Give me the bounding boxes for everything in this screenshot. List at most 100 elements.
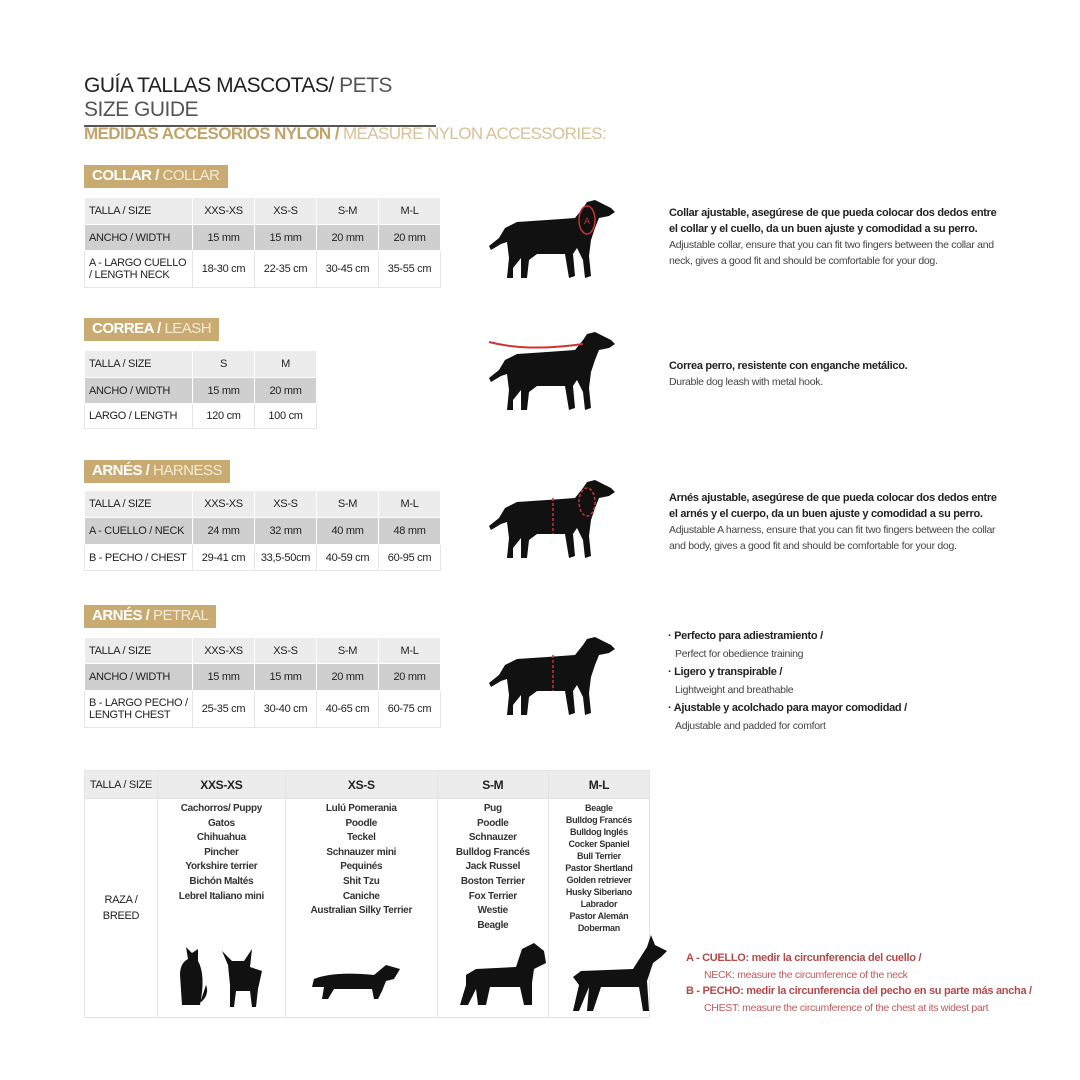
breed-item: Yorkshire terrier	[185, 861, 258, 873]
breed-item: Bull Terrier	[577, 851, 621, 861]
table-row: TALLA / SIZE XXS-XS XS-S S-M M-L	[84, 490, 441, 518]
table-cell: A - CUELLO / NECK	[84, 517, 193, 545]
table-cell: TALLA / SIZE	[84, 490, 193, 518]
breed-item: Chihuahua	[196, 832, 246, 844]
breed-item: Cachorros/ Puppy	[180, 803, 263, 814]
table-cell: 20 mm	[378, 663, 441, 691]
table-row: ANCHO / WIDTH 15 mm 15 mm 20 mm 20 mm	[84, 224, 441, 251]
table-cell: 15 mm	[192, 224, 255, 251]
dog-collar-icon-wrap: A	[487, 198, 621, 289]
breed-list-xxs-xs: Cachorros/ Puppy Gatos Chihuahua Pincher Yor…	[157, 798, 286, 1018]
harness-section-tag: ARNÉS / HARNESS	[84, 460, 231, 483]
breed-label: RAZA / BREED	[84, 798, 158, 1018]
table-cell: S	[192, 350, 255, 378]
breed-item: Schnauzer	[468, 832, 517, 844]
petral-features: · Perfecto para adiestramiento / Perfect …	[668, 630, 907, 732]
doberman-icon	[572, 935, 667, 1011]
breed-item: Pequinés	[340, 861, 383, 873]
table-cell: S-M	[316, 197, 379, 225]
leash-size-table: TALLA / SIZE S M ANCHO / WIDTH 15 mm 20 mm LAR…	[84, 350, 317, 429]
breed-item: Pastor Alemán	[569, 911, 629, 921]
table-cell: 24 mm	[192, 517, 255, 545]
schnauzer-icon	[459, 943, 546, 1005]
table-row: TALLA / SIZE XXS-XS XS-S S-M M-L	[84, 637, 441, 664]
table-cell: 25-35 cm	[192, 690, 255, 728]
breed-item: Australian Silky Terrier	[310, 905, 413, 917]
breed-item: Poodle	[477, 817, 509, 829]
table-row: B - LARGO PECHO / LENGTH CHEST 25-35 cm 30…	[84, 690, 441, 728]
breed-size-table: TALLA / SIZE XXS-XS XS-S S-M M-L RAZA / …	[84, 770, 667, 1018]
breed-item: Gatos	[207, 817, 235, 829]
breed-list-xs-s: Lulú Pomerania Poodle Teckel Schnauzer mini…	[284, 798, 438, 1018]
leash-description: Correa perro, resistente con enganche me…	[669, 360, 908, 388]
table-cell: 20 mm	[316, 663, 379, 691]
breed-row: RAZA / BREED Cachorros/ Puppy Gatos Chihua…	[84, 798, 667, 1018]
breed-item: Labrador	[580, 899, 618, 909]
breed-item: Shit Tzu	[343, 875, 380, 887]
collar-description: Collar ajustable, asegúrese de que pueda…	[669, 207, 997, 267]
table-row: TALLA / SIZE XXS-XS XS-S S-M M-L	[84, 197, 441, 225]
table-cell: 48 mm	[378, 517, 441, 545]
table-cell: 20 mm	[254, 377, 317, 404]
table-cell: A - LARGO CUELLO / LENGTH NECK	[84, 250, 193, 288]
dog-leash-icon-wrap	[487, 330, 621, 421]
collar-section-tag: COLLAR / COLLAR	[84, 165, 228, 188]
table-cell: S-M	[316, 637, 379, 664]
table-cell: 15 mm	[254, 224, 317, 251]
table-row: LARGO / LENGTH 120 cm 100 cm	[84, 403, 317, 429]
table-cell: TALLA / SIZE	[84, 197, 193, 225]
petral-size-table: TALLA / SIZE XXS-XS XS-S S-M M-L ANCHO / WIDT…	[84, 637, 441, 728]
dachshund-icon	[311, 965, 400, 999]
breed-item: Pincher	[204, 846, 239, 858]
leash-section-tag: CORREA / LEASH	[84, 318, 220, 341]
dog-harness-icon	[489, 480, 615, 558]
dog-harness-icon-wrap	[487, 478, 621, 569]
table-cell: B - LARGO PECHO / LENGTH CHEST	[84, 690, 193, 728]
table-cell: XS-S	[254, 197, 317, 225]
table-cell: B - PECHO / CHEST	[84, 544, 193, 571]
measurement-notes: A - CUELLO: medir la circunferencia del …	[686, 952, 1032, 1014]
table-cell: TALLA / SIZE	[84, 350, 193, 378]
breed-item: Schnauzer mini	[326, 846, 397, 858]
dog-petral-icon-wrap	[487, 635, 621, 726]
harness-size-table: TALLA / SIZE XXS-XS XS-S S-M M-L A - CUELLO /…	[84, 490, 441, 571]
breed-item: Boston Terrier	[460, 875, 525, 887]
breed-list-s-m: Pug Poodle Schnauzer Bulldog Francés Jack Ru…	[436, 798, 549, 1018]
breed-list-m-l: Beagle Bulldog Francés Bulldog Inglés Cocke…	[547, 798, 667, 1018]
table-cell: M-L	[378, 637, 441, 664]
table-row: TALLA / SIZE S M	[84, 350, 317, 378]
table-cell: 20 mm	[316, 224, 379, 251]
table-row: A - LARGO CUELLO / LENGTH NECK 18-30 cm 22…	[84, 250, 441, 288]
breed-item: Westie	[477, 905, 509, 917]
breed-item: Lulú Pomerania	[325, 803, 397, 814]
section-subtitle: MEDIDAS ACCESORIOS NYLON / MEASURE NYLON…	[84, 124, 607, 143]
dog-collar-icon: A	[489, 200, 615, 278]
table-cell: 18-30 cm	[192, 250, 255, 288]
table-cell: 15 mm	[192, 663, 255, 691]
table-cell: 35-55 cm	[378, 250, 441, 288]
table-cell: 30-45 cm	[316, 250, 379, 288]
table-cell: 40-59 cm	[316, 544, 379, 571]
petral-section-tag: ARNÉS / PETRAL	[84, 605, 217, 628]
table-cell: 22-35 cm	[254, 250, 317, 288]
table-cell: XXS-XS	[192, 490, 255, 518]
breed-item: Pug	[483, 803, 502, 814]
table-cell: ANCHO / WIDTH	[84, 663, 193, 691]
breed-item: Poodle	[345, 817, 378, 829]
table-cell: M-L	[378, 197, 441, 225]
table-cell: 60-95 cm	[378, 544, 441, 571]
breed-item: Pastor Shertland	[565, 863, 633, 873]
breed-item: Bichón Maltés	[189, 875, 254, 887]
table-cell: XS-S	[254, 490, 317, 518]
table-cell: 120 cm	[192, 403, 255, 429]
table-cell: 40-65 cm	[316, 690, 379, 728]
breed-item: Beagle	[585, 803, 613, 813]
table-cell: 30-40 cm	[254, 690, 317, 728]
breed-item: Bulldog Francés	[565, 815, 632, 825]
table-cell: 100 cm	[254, 403, 317, 429]
collar-size-table: TALLA / SIZE XXS-XS XS-S S-M M-L ANCHO / WIDT…	[84, 197, 441, 288]
cat-and-chihuahua-icon	[180, 947, 262, 1007]
dog-leash-icon	[488, 332, 615, 410]
harness-description: Arnés ajustable, asegúrese de que pueda …	[669, 492, 997, 552]
table-cell: M-L	[378, 490, 441, 518]
